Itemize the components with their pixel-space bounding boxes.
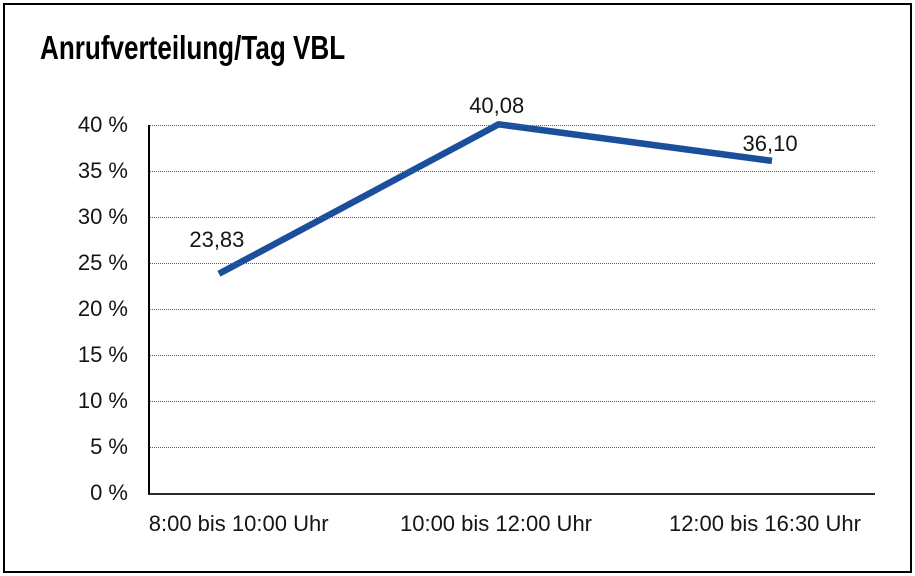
x-category-label: 8:00 bis 10:00 Uhr [148,511,329,536]
x-category-label: 10:00 bis 12:00 Uhr [399,511,593,536]
y-tick-label: 20 % [77,296,128,321]
y-tick-label: 35 % [77,158,128,183]
data-label: 40,08 [469,93,525,119]
plot-area [148,121,875,495]
gridline [150,216,875,218]
series-line [217,121,773,277]
series-line-svg [217,121,773,277]
y-tick-label: 30 % [77,204,128,229]
x-axis-labels: 8:00 bis 10:00 Uhr 10:00 bis 12:00 Uhr 12:… [5,511,910,541]
x-category-label: 12:00 bis 16:30 Uhr [668,511,861,536]
gridline [150,446,875,448]
gridline [150,262,875,264]
y-tick-label: 5 % [90,434,128,459]
y-tick-label: 40 % [77,112,128,137]
gridline [150,124,875,126]
y-tick-label: 15 % [77,342,128,367]
y-tick-label: 25 % [77,250,128,275]
chart-title: Anrufverteilung/Tag VBL [40,29,346,66]
gridline [150,170,875,172]
y-tick-label: 10 % [77,388,128,413]
gridline [150,354,875,356]
gridline [150,308,875,310]
y-tick-label: 0 % [90,480,128,505]
chart-frame: Anrufverteilung/Tag VBL 0 % 5 % 10 % 15 % 20… [3,3,912,573]
y-axis-labels: 0 % 5 % 10 % 15 % 20 % 25 % 30 % 35 % 40 % [5,5,128,571]
gridline [150,400,875,402]
